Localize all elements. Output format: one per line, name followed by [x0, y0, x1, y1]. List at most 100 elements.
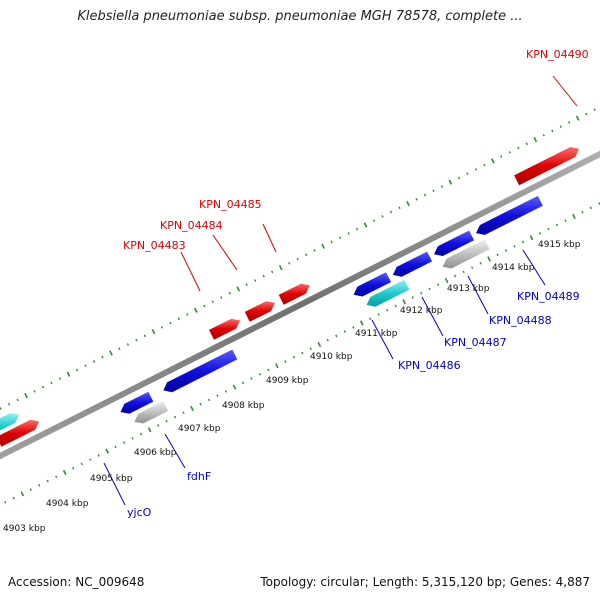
major-tick: [147, 427, 152, 433]
minor-tick: [245, 283, 248, 286]
minor-tick: [551, 129, 554, 133]
minor-tick: [75, 368, 79, 372]
gene-label-fdhf[interactable]: fdhF: [187, 470, 211, 483]
major-tick: [66, 371, 71, 377]
minor-tick: [568, 121, 571, 124]
minor-tick: [228, 291, 231, 295]
gene-label-kpn-04483[interactable]: KPN_04483: [123, 239, 186, 252]
major-tick: [193, 307, 198, 313]
major-tick: [278, 265, 283, 271]
minor-tick: [173, 415, 177, 419]
scale-label: 4911 kbp: [355, 329, 398, 339]
gene-fdhf[interactable]: [163, 349, 238, 393]
minor-tick: [199, 402, 202, 406]
minor-tick: [517, 146, 520, 150]
gene-kpn-04489[interactable]: [476, 195, 543, 235]
minor-tick: [589, 206, 593, 210]
major-tick: [24, 393, 28, 399]
minor-tick: [466, 172, 469, 176]
gene-label-kpn-04489[interactable]: KPN_04489: [517, 290, 580, 303]
gene-label-kpn-04488[interactable]: KPN_04488: [489, 314, 552, 327]
minor-tick: [372, 219, 376, 222]
genome-backbone: [0, 150, 600, 460]
minor-tick: [389, 210, 393, 214]
minor-tick: [394, 304, 397, 308]
minor-tick: [271, 270, 274, 274]
minor-tick: [292, 355, 296, 359]
minor-tick: [58, 377, 62, 380]
gene-kpn-04486[interactable]: [366, 279, 410, 307]
gene-left-cyan[interactable]: [0, 413, 19, 440]
minor-tick: [386, 308, 389, 312]
minor-tick: [496, 253, 499, 257]
major-tick: [190, 405, 194, 412]
gene-label-kpn-04484[interactable]: KPN_04484: [160, 219, 223, 232]
minor-tick: [415, 197, 418, 201]
gene-pseudo-2[interactable]: [134, 401, 169, 424]
major-tick: [236, 286, 241, 292]
minor-tick: [211, 300, 214, 304]
gene-kpn-04486-strand[interactable]: [353, 272, 391, 297]
minor-tick: [156, 424, 160, 427]
minor-tick: [7, 402, 11, 406]
minor-tick: [470, 266, 474, 269]
leader-line: [467, 275, 489, 315]
gene-kpn-04483[interactable]: [209, 318, 241, 340]
minor-tick: [474, 168, 478, 171]
gene-label-layer: KPN_04490 KPN_04485 KPN_04484 KPN_04483 …: [103, 48, 589, 519]
minor-tick: [84, 364, 87, 368]
scale-label: 4909 kbp: [266, 376, 309, 386]
major-tick: [317, 341, 322, 347]
gene-kpn-04490[interactable]: [514, 147, 580, 186]
minor-tick: [347, 232, 350, 235]
gene-yjco[interactable]: [120, 391, 154, 414]
gene-kpn-04484[interactable]: [244, 301, 275, 322]
scale-label: 4912 kbp: [400, 306, 443, 316]
gene-track: [0, 147, 580, 447]
major-tick: [533, 136, 538, 143]
gene-kpn-04488[interactable]: [434, 230, 474, 257]
minor-tick: [46, 479, 49, 483]
minor-tick: [547, 227, 550, 231]
minor-tick: [355, 227, 359, 231]
major-tick: [151, 329, 156, 335]
minor-tick: [131, 436, 134, 440]
major-tick: [444, 277, 449, 283]
minor-tick: [521, 240, 525, 244]
leader-line: [262, 223, 277, 253]
gene-label-kpn-04486[interactable]: KPN_04486: [398, 359, 461, 372]
major-tick: [232, 384, 237, 390]
tick-track-bottom: [4, 202, 600, 504]
gene-kpn-04485[interactable]: [278, 283, 310, 305]
gene-label-yjco[interactable]: yjcO: [127, 506, 152, 519]
major-tick: [402, 299, 407, 305]
minor-tick: [135, 338, 138, 342]
gene-label-kpn-04490[interactable]: KPN_04490: [526, 48, 589, 61]
minor-tick: [241, 381, 245, 385]
minor-tick: [165, 420, 168, 423]
minor-tick: [55, 475, 58, 479]
gene-pseudo-1[interactable]: [442, 239, 490, 269]
gene-kpn-04487[interactable]: [392, 251, 432, 277]
major-tick: [20, 491, 25, 497]
tick-track-top: [0, 108, 596, 410]
scale-label: 4903 kbp: [3, 524, 46, 534]
gene-left-red-1[interactable]: [0, 419, 40, 447]
minor-tick: [585, 112, 588, 116]
minor-tick: [581, 210, 584, 214]
gene-label-kpn-04485[interactable]: KPN_04485: [199, 198, 262, 211]
minor-tick: [432, 189, 435, 192]
scale-label: 4906 kbp: [134, 448, 177, 458]
map-title: Klebsiella pneumoniae subsp. pneumoniae …: [77, 9, 523, 24]
minor-tick: [398, 206, 401, 210]
minor-tick: [343, 330, 346, 333]
minor-tick: [296, 257, 299, 261]
leader-line: [371, 319, 394, 360]
minor-tick: [369, 317, 372, 321]
minor-tick: [89, 458, 92, 461]
gene-label-kpn-04487[interactable]: KPN_04487: [444, 336, 507, 349]
minor-tick: [440, 185, 444, 188]
minor-tick: [313, 249, 316, 252]
minor-tick: [288, 261, 291, 265]
